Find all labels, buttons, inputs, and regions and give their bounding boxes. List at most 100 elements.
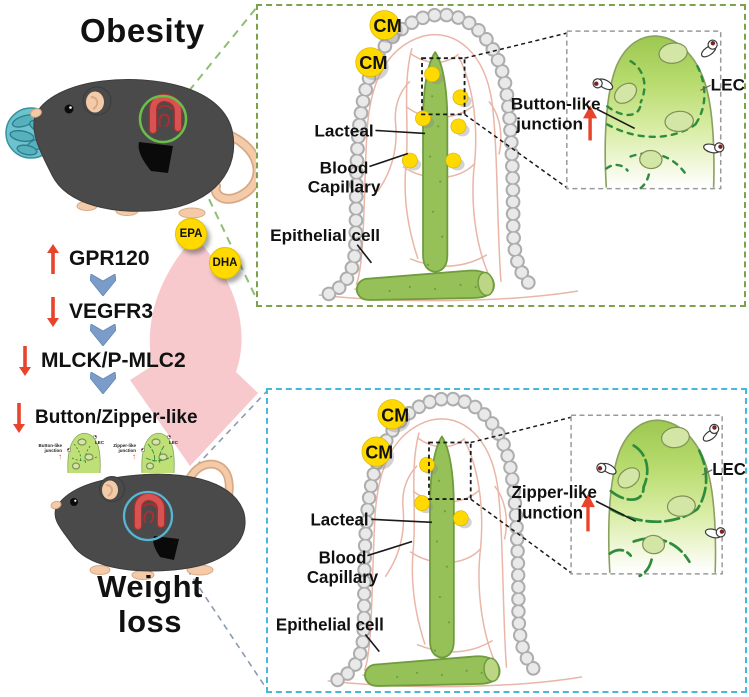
slim-mouse-illustration	[50, 459, 246, 580]
thumbnail-zipper-like-junction: Zipper-like junction ↑ LEC	[108, 430, 178, 476]
lacteal-label: Lacteal	[310, 510, 368, 529]
lec-cell-body	[608, 420, 716, 573]
cm-label-1: CM	[381, 405, 409, 425]
mouse-hindleg-shadow	[153, 536, 179, 560]
cm-badge-2: CM	[355, 47, 389, 81]
lec-nuclei	[617, 426, 696, 555]
mouse-eye-glint	[69, 106, 72, 109]
blood-capillary-label-line1: Blood	[320, 158, 369, 178]
intestine-highlight-circle-green	[138, 94, 188, 144]
mouse-body	[54, 473, 246, 572]
blood-capillary-pointer-line	[369, 152, 409, 168]
pathway-label-junctions: Button/Zipper-like	[35, 407, 198, 428]
dha-molecule-badge: DHA	[209, 247, 241, 279]
pathway-step-mlck: MLCK/P-MLC2	[18, 345, 186, 377]
button-like-junction-lines	[605, 59, 706, 192]
down-arrow-icon	[19, 346, 31, 376]
down-arrow-icon	[47, 297, 59, 327]
lacteal-pointer-line	[375, 129, 426, 135]
villus-diagram-obesity: Button-like junction LEC CM CM Lacteal B…	[270, 7, 744, 302]
mouse-eye	[64, 104, 74, 114]
weight-loss-title: Weight loss	[97, 569, 203, 639]
magnifier-box	[428, 416, 572, 574]
thumb-lec-cell	[140, 432, 175, 474]
epithelial-cell-label: Epithelial cell	[270, 225, 380, 245]
junction-label-line1: Zipper-like	[512, 483, 597, 502]
epa-label: EPA	[179, 228, 203, 240]
magnifier-box	[421, 32, 568, 189]
down-arrow-icon	[13, 403, 25, 433]
junction-pointer-line	[595, 500, 637, 523]
lec-cell-body	[605, 36, 714, 188]
mouse-hindleg-shadow	[138, 142, 173, 173]
junction-increase-arrow	[581, 494, 595, 532]
up-arrow-icon	[47, 244, 59, 274]
anchoring-structures	[592, 39, 725, 154]
junction-label-line2: junction	[516, 503, 583, 522]
thumb-lec-cell	[66, 432, 101, 474]
epithelial-cell-chain	[330, 391, 546, 688]
epithelial-pointer-line	[356, 244, 373, 264]
weight-loss-villus-panel: Zipper-like junction LEC CM CM Lacteal B…	[266, 388, 747, 693]
chylomicron-dots	[414, 456, 472, 529]
obesity-title: Obesity	[80, 12, 205, 49]
thumb-lec-label: LEC	[169, 440, 178, 445]
mouse-eye-glint	[74, 499, 77, 502]
mouse-ear	[99, 476, 125, 502]
cm-badge-2: CM	[361, 436, 395, 470]
lec-label: LEC	[711, 74, 744, 94]
pathway-step-vegfr3: VEGFR3	[46, 296, 153, 328]
lec-label: LEC	[712, 460, 745, 479]
thumb-label-line1: Button-like	[38, 443, 63, 448]
lacteal-pointer-line	[371, 518, 433, 524]
epithelial-cell-chain	[321, 7, 541, 302]
thumb-lec-label: LEC	[95, 440, 104, 445]
pathway-step-junctions: Button/Zipper-like	[12, 402, 198, 434]
lacteal-vessel	[364, 435, 501, 687]
thumb-label-line2: junction	[44, 448, 63, 454]
down-flow-arrow-icon	[90, 274, 116, 296]
thumb-up-arrow-icon: ↑	[132, 452, 136, 461]
villus-diagram-weight-loss: Zipper-like junction LEC CM CM Lacteal B…	[276, 391, 745, 688]
intestine-icon	[133, 492, 166, 531]
thumb-up-arrow-icon: ↑	[58, 452, 62, 461]
thumb-label-line1: Zipper-like	[113, 443, 136, 448]
lec-pointer-line	[702, 469, 713, 476]
cm-badge-1: CM	[369, 10, 403, 44]
down-flow-arrow-icon	[90, 324, 116, 346]
epa-molecule-badge: EPA	[175, 218, 207, 250]
junction-label-line1: Button-like	[511, 93, 601, 113]
obesity-villus-panel: Button-like junction LEC CM CM Lacteal B…	[256, 4, 746, 307]
lec-inset: Button-like junction LEC	[511, 30, 744, 192]
mouse-nose	[50, 500, 62, 510]
mouse-ear	[82, 86, 112, 116]
blood-capillary-label-line2: Capillary	[308, 177, 381, 197]
pathway-step-gpr120: GPR120	[46, 243, 150, 275]
obese-mouse-illustration	[30, 78, 263, 219]
blood-capillary-label-line2: Capillary	[307, 568, 379, 587]
cm-label-1: CM	[373, 16, 401, 36]
epa-dha-effect-arrow	[130, 238, 258, 466]
pathway-label-gpr120: GPR120	[69, 247, 150, 270]
lec-nuclei	[613, 42, 694, 170]
blood-capillary-label-line1: Blood	[319, 549, 367, 568]
epithelial-cell-label: Epithelial cell	[276, 615, 384, 634]
lec-inset: Zipper-like junction LEC	[512, 414, 745, 578]
chylomicron-dots	[401, 66, 472, 171]
lacteal-texture	[388, 95, 477, 293]
cm-label-2: CM	[359, 53, 387, 73]
blood-capillary-pointer-line	[367, 540, 413, 557]
pathway-label-vegfr3: VEGFR3	[69, 300, 154, 323]
anchoring-structures	[596, 423, 726, 539]
lec-pointer-line	[700, 84, 711, 91]
thumb-label-line2: junction	[118, 448, 137, 454]
intestine-icon	[148, 93, 183, 135]
dha-label: DHA	[212, 257, 238, 269]
lacteal-vessel	[355, 51, 495, 301]
lacteal-label: Lacteal	[314, 121, 373, 141]
intestine-highlight-circle-blue	[122, 490, 174, 542]
epithelial-pointer-line	[364, 633, 380, 653]
down-flow-arrow-icon	[90, 372, 116, 394]
cm-badge-1: CM	[377, 399, 411, 433]
